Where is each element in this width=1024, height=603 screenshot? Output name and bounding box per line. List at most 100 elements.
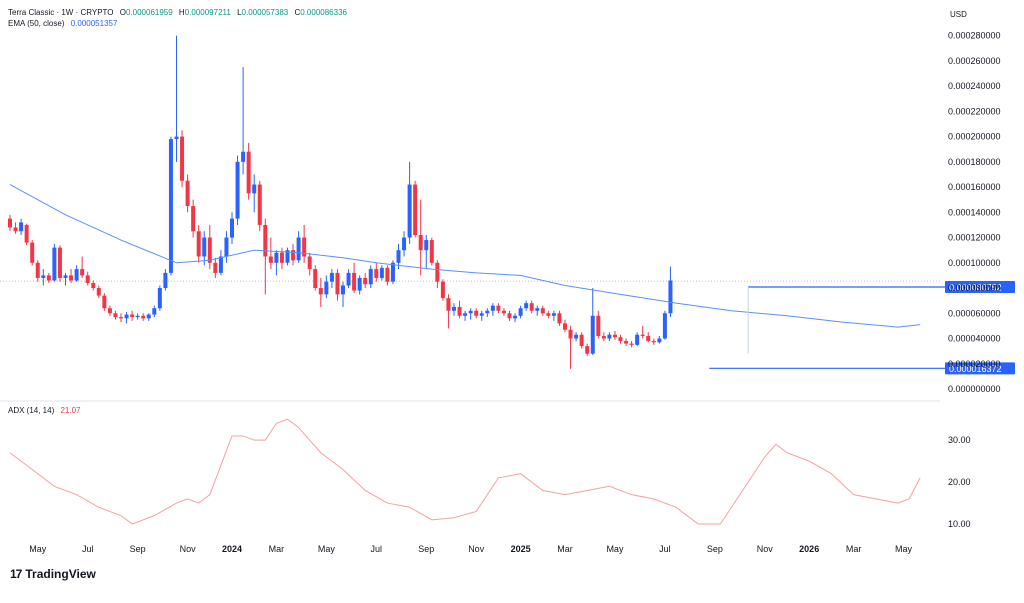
candle-body[interactable]	[629, 343, 634, 345]
candle-body[interactable]	[218, 256, 223, 273]
adx-pane[interactable]	[9, 418, 921, 525]
candle-body[interactable]	[396, 250, 401, 263]
candle-body[interactable]	[324, 281, 329, 295]
candle-body[interactable]	[107, 308, 112, 314]
candle-body[interactable]	[102, 295, 107, 309]
candle-body[interactable]	[274, 252, 279, 263]
tradingview-logo[interactable]: 17 TradingView	[10, 567, 96, 581]
candle-body[interactable]	[130, 314, 135, 318]
ema-legend[interactable]: EMA (50, close) 0.000051357	[8, 19, 117, 28]
candle-body[interactable]	[30, 242, 35, 263]
candle-body[interactable]	[529, 303, 534, 311]
candle-body[interactable]	[540, 308, 545, 314]
candle-body[interactable]	[374, 269, 379, 278]
price-pane[interactable]: 0.000080752 0.000016372	[0, 35, 1015, 375]
candle-body[interactable]	[363, 277, 368, 285]
candle-body[interactable]	[390, 262, 395, 282]
candle-body[interactable]	[551, 313, 556, 316]
candle-body[interactable]	[63, 275, 68, 278]
candle-body[interactable]	[546, 313, 551, 316]
candle-body[interactable]	[313, 269, 318, 289]
candle-body[interactable]	[618, 337, 623, 342]
candle-body[interactable]	[268, 256, 273, 263]
candle-body[interactable]	[146, 314, 151, 319]
candle-body[interactable]	[479, 313, 484, 316]
candle-body[interactable]	[379, 267, 384, 278]
candle-body[interactable]	[463, 313, 468, 316]
candle-body[interactable]	[668, 280, 673, 314]
candle-body[interactable]	[596, 315, 601, 336]
candle-body[interactable]	[180, 136, 185, 181]
candle-body[interactable]	[141, 315, 146, 319]
candle-body[interactable]	[74, 269, 79, 281]
candle-body[interactable]	[607, 334, 612, 339]
candle-body[interactable]	[69, 275, 74, 281]
adx-legend[interactable]: ADX (14, 14) 21.07	[8, 406, 81, 415]
candle-body[interactable]	[402, 237, 407, 251]
candle-body[interactable]	[524, 303, 529, 309]
candle-body[interactable]	[407, 184, 412, 238]
candle-body[interactable]	[207, 237, 212, 263]
candle-body[interactable]	[41, 275, 46, 278]
currency-label[interactable]: USD	[950, 10, 967, 19]
candle-body[interactable]	[57, 247, 62, 278]
candle-body[interactable]	[657, 338, 662, 343]
candle-body[interactable]	[85, 275, 90, 283]
candle-body[interactable]	[435, 262, 440, 282]
candle-body[interactable]	[418, 235, 423, 251]
candle-body[interactable]	[119, 317, 123, 319]
candle-body[interactable]	[296, 237, 301, 261]
candle-body[interactable]	[185, 180, 190, 206]
candle-body[interactable]	[8, 218, 12, 228]
candle-body[interactable]	[457, 306, 462, 316]
candle-body[interactable]	[124, 314, 129, 319]
candle-body[interactable]	[612, 334, 617, 338]
candle-body[interactable]	[224, 237, 229, 257]
candle-body[interactable]	[507, 313, 512, 319]
candle-body[interactable]	[590, 315, 595, 354]
candle-body[interactable]	[241, 151, 246, 162]
candle-body[interactable]	[318, 288, 323, 295]
candle-body[interactable]	[413, 184, 418, 236]
candle-body[interactable]	[341, 285, 345, 295]
candle-body[interactable]	[662, 313, 667, 339]
candle-body[interactable]	[485, 310, 490, 314]
candle-body[interactable]	[557, 313, 562, 324]
candle-body[interactable]	[24, 224, 29, 243]
candle-body[interactable]	[285, 250, 290, 263]
candle-body[interactable]	[191, 206, 196, 232]
candle-body[interactable]	[357, 277, 362, 291]
candle-body[interactable]	[579, 334, 584, 347]
candle-body[interactable]	[513, 315, 518, 319]
candle-body[interactable]	[235, 161, 240, 219]
candle-body[interactable]	[452, 306, 456, 311]
candle-body[interactable]	[601, 335, 606, 339]
candle-body[interactable]	[352, 272, 357, 291]
candle-body[interactable]	[163, 272, 168, 289]
candle-body[interactable]	[96, 288, 101, 296]
candle-body[interactable]	[91, 282, 96, 289]
candle-body[interactable]	[585, 346, 590, 354]
candle-body[interactable]	[291, 250, 296, 261]
candle-body[interactable]	[168, 139, 173, 273]
candle-body[interactable]	[501, 310, 506, 314]
candle-body[interactable]	[246, 151, 251, 194]
candle-body[interactable]	[13, 227, 18, 232]
candle-body[interactable]	[174, 136, 179, 140]
candle-body[interactable]	[335, 272, 340, 295]
candle-body[interactable]	[646, 335, 651, 342]
candle-body[interactable]	[257, 184, 262, 225]
candle-body[interactable]	[468, 310, 473, 314]
candle-body[interactable]	[19, 222, 24, 232]
candle-body[interactable]	[35, 262, 40, 278]
candle-body[interactable]	[429, 240, 434, 263]
candle-body[interactable]	[518, 308, 523, 316]
candle-body[interactable]	[651, 341, 656, 343]
candle-body[interactable]	[80, 269, 85, 276]
candle-body[interactable]	[52, 247, 57, 281]
candle-body[interactable]	[152, 308, 157, 315]
candle-body[interactable]	[424, 240, 429, 251]
candle-body[interactable]	[135, 315, 140, 318]
candle-body[interactable]	[213, 262, 218, 273]
